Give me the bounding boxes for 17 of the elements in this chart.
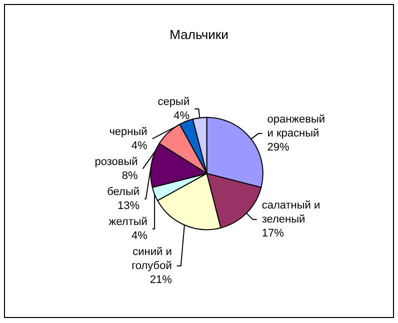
data-label: 4% [131, 140, 148, 152]
slice-label: черный [109, 126, 148, 138]
data-label: 13% [118, 200, 140, 212]
data-label: 21% [150, 274, 172, 286]
slice-label: белый [107, 186, 140, 198]
data-label: 29% [267, 142, 290, 154]
slice-label: синий и голубой [132, 246, 172, 272]
data-label: 4% [174, 110, 190, 122]
slice-label: серый [158, 96, 190, 108]
data-label: 8% [122, 170, 138, 182]
chart-title: Мальчики [170, 27, 228, 42]
slice-label: желтый [108, 216, 148, 228]
slice-label: салатный и зеленый [262, 200, 320, 226]
slice-label: розовый [94, 156, 138, 168]
data-label: 17% [262, 228, 284, 240]
data-label: 4% [132, 230, 148, 242]
slice-label: оранжевый и красный [267, 114, 326, 140]
